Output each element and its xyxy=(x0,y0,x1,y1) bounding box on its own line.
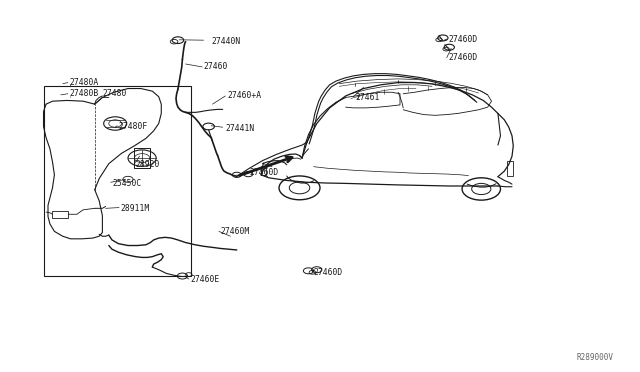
Bar xyxy=(507,161,513,176)
Text: 27460M: 27460M xyxy=(221,227,250,236)
Text: 27441N: 27441N xyxy=(225,124,255,133)
Text: 28920: 28920 xyxy=(136,160,160,169)
Bar xyxy=(44,86,191,276)
Text: R289000V: R289000V xyxy=(576,353,613,362)
Text: 27480: 27480 xyxy=(102,89,127,98)
Text: 27461: 27461 xyxy=(355,93,380,102)
Text: 25450C: 25450C xyxy=(112,179,141,187)
Text: 27460D: 27460D xyxy=(448,53,477,62)
Circle shape xyxy=(232,172,241,177)
Text: 28911M: 28911M xyxy=(120,204,150,213)
Text: 27480B: 27480B xyxy=(69,89,99,98)
Text: 27460D: 27460D xyxy=(448,35,477,44)
Text: 27480A: 27480A xyxy=(69,78,99,87)
Text: 27440N: 27440N xyxy=(211,37,241,46)
Text: 27460+A: 27460+A xyxy=(227,92,261,100)
Text: 27460D: 27460D xyxy=(314,268,343,277)
Text: 27460E: 27460E xyxy=(191,275,220,284)
Text: 27460: 27460 xyxy=(204,62,228,71)
Text: 27480F: 27480F xyxy=(118,122,148,131)
Text: 27460D: 27460D xyxy=(250,169,279,177)
Bar xyxy=(261,166,266,175)
Bar xyxy=(52,211,68,218)
Bar xyxy=(134,148,150,168)
